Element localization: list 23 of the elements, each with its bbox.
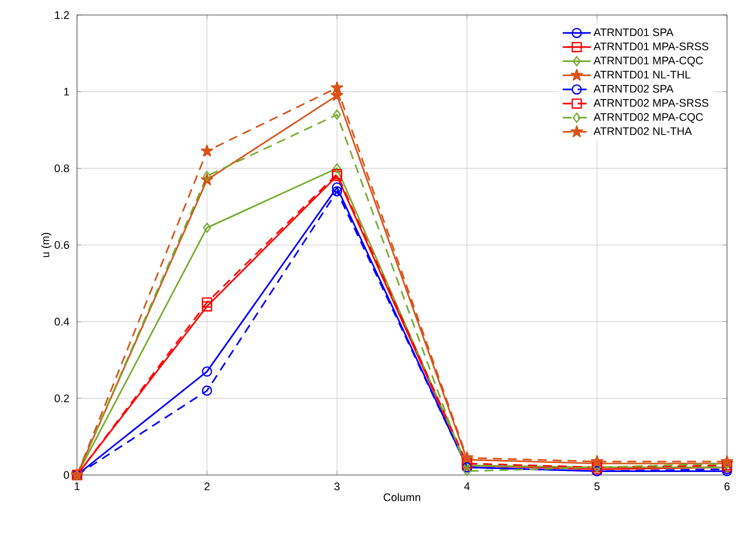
- x-tick-label: 5: [594, 482, 600, 490]
- legend-label: ATRNTD01 MPA-SRSS: [594, 42, 708, 50]
- x-tick-label: 4: [464, 482, 470, 490]
- legend-label: ATRNTD01 NL-THL: [594, 70, 690, 79]
- legend-label: ATRNTD01 SPA: [594, 28, 674, 36]
- x-tick-label: 6: [724, 482, 730, 490]
- y-tick-label: 1: [64, 88, 69, 96]
- y-axis-title: u (m): [41, 232, 52, 258]
- legend-label: ATRNTD02 MPA-CQC: [594, 113, 703, 123]
- y-tick-label: 0.2: [54, 394, 69, 402]
- x-tick-label: 3: [334, 482, 340, 490]
- x-axis-title: Column: [384, 493, 420, 502]
- x-tick-label: 1: [74, 482, 80, 490]
- legend-label: ATRNTD02 NL-THA: [594, 127, 692, 136]
- y-tick-label: 0.4: [54, 318, 70, 326]
- legend-label: ATRNTD02 MPA-SRSS: [594, 99, 708, 107]
- y-tick-label: 0.6: [54, 241, 69, 249]
- legend-label: ATRNTD02 SPA: [594, 84, 674, 93]
- y-tick-label: 0: [64, 471, 70, 479]
- y-tick-label: 1.2: [55, 11, 69, 19]
- x-tick-label: 2: [204, 482, 210, 490]
- y-tick-label: 0.8: [54, 164, 69, 172]
- legend-label: ATRNTD01 MPA-CQC: [594, 56, 703, 66]
